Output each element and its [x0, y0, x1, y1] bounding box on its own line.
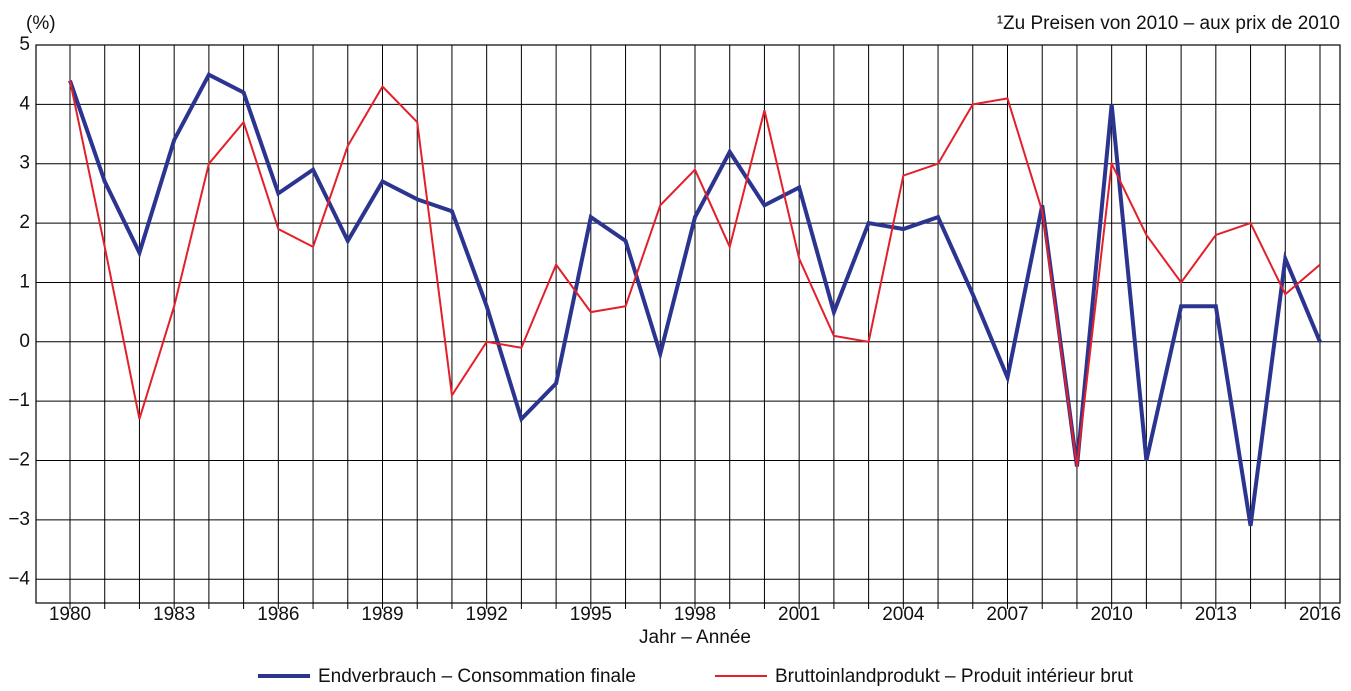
y-tick-label: −3	[8, 509, 30, 530]
x-tick-label: 1983	[153, 604, 195, 625]
x-tick-label: 1980	[49, 604, 91, 625]
series-line	[69, 80, 1321, 467]
y-unit-label: (%)	[26, 13, 56, 34]
y-tick-label: 1	[19, 271, 30, 292]
y-tick-label: 2	[19, 212, 30, 233]
x-tick-label: 1989	[361, 604, 403, 625]
y-tick-label: −1	[8, 390, 30, 411]
x-tick-label: 2010	[1091, 604, 1133, 625]
plot-frame	[35, 44, 1341, 604]
x-tick-label: 2001	[778, 604, 820, 625]
x-tick-label: 2016	[1299, 604, 1341, 625]
y-tick-label: 4	[19, 93, 30, 114]
legend-label: Bruttoinlandprodukt – Produit intérieur …	[775, 666, 1134, 687]
x-tick-label: 2004	[882, 604, 925, 625]
x-tick-label: 1995	[570, 604, 612, 625]
y-tick-label: 3	[19, 153, 30, 174]
x-tick-label: 1998	[674, 604, 716, 625]
x-tick-label: 2007	[986, 604, 1028, 625]
x-axis-label: Jahr – Année	[639, 627, 751, 648]
y-tick-label: −4	[8, 568, 30, 589]
note: ¹Zu Preisen von 2010 – aux prix de 2010	[997, 13, 1340, 34]
x-tick-label: 1992	[466, 604, 508, 625]
series-line	[68, 72, 1322, 527]
legend-label: Endverbrauch – Consommation finale	[318, 666, 636, 687]
y-tick-label: 0	[19, 331, 30, 352]
y-tick-label: 5	[19, 34, 30, 55]
x-tick-label: 1986	[257, 604, 299, 625]
y-tick-label: −2	[8, 450, 30, 471]
x-tick-label: 2013	[1195, 604, 1237, 625]
